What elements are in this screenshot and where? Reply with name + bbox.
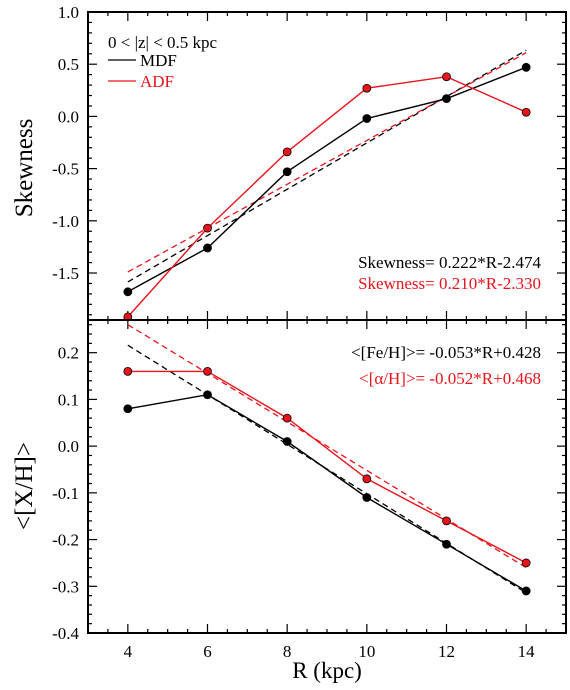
xtick-label: 10 xyxy=(358,642,375,661)
top-annotation-adf: Skewness= 0.210*R-2.330 xyxy=(358,274,541,293)
legend-title: 0 < |z| < 0.5 kpc xyxy=(108,33,218,52)
top-ytick-label: 1.0 xyxy=(58,3,79,22)
legend-label-mdf: MDF xyxy=(140,51,177,70)
bottom-point-adf xyxy=(442,516,451,526)
top-point-mdf xyxy=(442,94,451,104)
top-point-adf xyxy=(203,223,212,233)
xtick-label: 8 xyxy=(283,642,292,661)
top-series-line-adf xyxy=(127,75,527,318)
bottom-xlabel: R (kpc) xyxy=(292,658,362,683)
bottom-point-mdf xyxy=(123,404,133,414)
bottom-fit-line-adf xyxy=(127,324,527,569)
top-fit-line-adf xyxy=(127,52,527,273)
top-point-mdf xyxy=(203,243,212,253)
xtick-label: 6 xyxy=(203,642,212,661)
bottom-ytick-label: -0.1 xyxy=(52,484,79,503)
bottom-point-adf xyxy=(203,366,212,376)
bottom-point-mdf xyxy=(362,493,372,502)
bottom-ytick-label: -0.2 xyxy=(52,531,79,550)
top-fit-line-mdf xyxy=(127,49,527,283)
top-point-mdf xyxy=(282,167,292,177)
top-point-adf xyxy=(442,72,451,82)
top-point-mdf xyxy=(362,114,372,123)
bottom-panel: 0.2 0.1 0.0 -0.1 -0.2 -0.3 -0.4 4 6 8 10 12 14 xyxy=(52,319,567,661)
bottom-ytick-label: 0.0 xyxy=(58,437,79,456)
top-ytick-label: -1.0 xyxy=(52,212,79,231)
bottom-series-line-adf xyxy=(127,370,527,564)
bottom-point-adf xyxy=(282,413,292,423)
bottom-ytick-label: -0.3 xyxy=(52,577,79,596)
bottom-point-mdf xyxy=(521,586,531,596)
top-ytick-label: 0.5 xyxy=(58,55,79,74)
bottom-series-line-mdf xyxy=(127,393,527,592)
bottom-annotation-alpha: <[α/H]>= -0.052*R+0.468 xyxy=(359,369,541,388)
bottom-ylabel: <[X/H]> xyxy=(11,442,38,530)
top-ytick-label: -1.5 xyxy=(52,264,79,283)
bottom-point-mdf xyxy=(203,390,212,400)
bottom-ytick-label: 0.1 xyxy=(58,390,79,409)
bottom-point-adf xyxy=(521,558,531,568)
bottom-point-adf xyxy=(123,366,133,376)
bottom-annotation-fe: <[Fe/H]>= -0.053*R+0.428 xyxy=(351,343,541,362)
top-series-line-mdf xyxy=(127,66,527,293)
top-point-mdf xyxy=(521,62,531,72)
bottom-ytick-label: -0.4 xyxy=(52,624,79,643)
top-point-adf xyxy=(362,83,372,93)
top-ylabel: Skewness xyxy=(11,119,38,218)
top-annotation-mdf: Skewness= 0.222*R-2.474 xyxy=(358,253,541,272)
bottom-ytick-label: 0.2 xyxy=(58,344,79,363)
bottom-point-adf xyxy=(362,474,372,484)
legend-label-adf: ADF xyxy=(140,72,174,91)
bottom-point-mdf xyxy=(282,437,292,446)
top-point-adf xyxy=(521,107,531,117)
top-point-mdf xyxy=(123,287,133,297)
xtick-label: 4 xyxy=(124,642,133,661)
xtick-label: 12 xyxy=(438,642,455,661)
top-point-adf xyxy=(282,147,292,157)
top-ytick-label: 0.0 xyxy=(58,107,79,126)
bottom-plot-frame xyxy=(87,319,567,634)
bottom-point-mdf xyxy=(442,539,451,549)
top-ytick-label: -0.5 xyxy=(52,160,79,179)
xtick-label: 14 xyxy=(518,642,536,661)
